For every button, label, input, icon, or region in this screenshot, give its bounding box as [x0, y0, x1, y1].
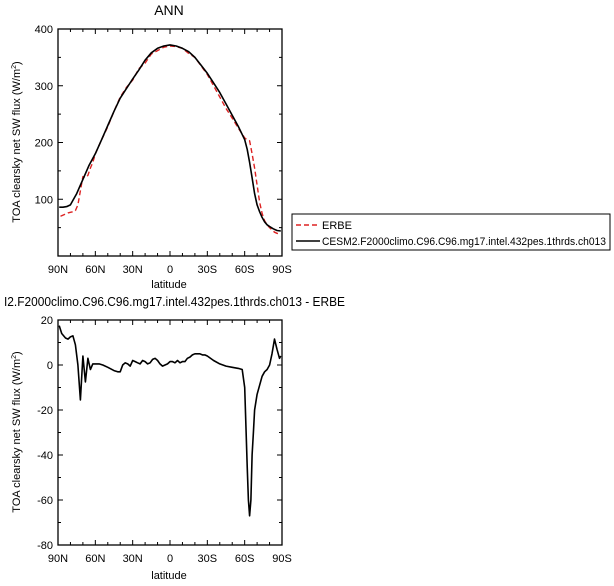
- bottom-xtick-label: 30S: [198, 553, 218, 565]
- bottom-y-axis-label-text: TOA clearsky net SW flux (W/m: [11, 359, 23, 513]
- bottom-ytick-label: -40: [37, 450, 53, 462]
- bottom-series-group: [58, 325, 282, 517]
- top-xtick-label: 30N: [123, 264, 143, 276]
- bottom-ytick-label: 0: [47, 360, 53, 372]
- bottom-xtick-label: 30N: [123, 553, 143, 565]
- top-x-axis-label: latitude: [151, 279, 186, 291]
- top-y-axis-label-text: TOA clearsky net SW flux (W/m: [11, 69, 23, 223]
- top-xtick-label: 90S: [272, 264, 292, 276]
- top-series-line-cesm2: [59, 44, 281, 232]
- top-ytick-label: 400: [35, 24, 53, 36]
- top-xtick-label: 60N: [85, 264, 105, 276]
- bottom-y-axis-label-close: ): [11, 351, 23, 355]
- bottom-ytick-label: -60: [37, 495, 53, 507]
- bottom-x-axis-label: latitude: [151, 570, 186, 582]
- legend-label-erbe: ERBE: [322, 220, 352, 232]
- top-tick-group: 100 200 300 400 90N 60N 30N 0 30S 60S 90S: [35, 24, 292, 276]
- bottom-ytick-label: -80: [37, 540, 53, 552]
- bottom-plot-frame: [57, 319, 283, 546]
- bottom-y-axis-label: TOA clearsky net SW flux (W/m2): [11, 351, 23, 512]
- top-y-axis-label-close: ): [11, 61, 23, 65]
- top-xtick-label: 30S: [198, 264, 218, 276]
- top-xtick-label: 60S: [235, 264, 255, 276]
- legend: ERBE CESM2.F2000climo.C96.C96.mg17.intel…: [291, 213, 611, 251]
- legend-box: [291, 213, 611, 251]
- top-plot-frame: [57, 28, 283, 257]
- top-xtick-label: 0: [167, 264, 173, 276]
- bottom-series-line-difference: [58, 325, 282, 517]
- bottom-ytick-label: 20: [41, 315, 53, 327]
- top-y-axis-label-sup: 2: [11, 65, 18, 69]
- top-series-line-erbe: [60, 45, 280, 235]
- bottom-ytick-label: -20: [37, 405, 53, 417]
- top-panel: ANN 100 200 300 400 90N 60N 30N 0 30S 60S 90S lati…: [11, 2, 292, 291]
- top-ytick-label: 100: [35, 194, 53, 206]
- bottom-xtick-label: 90S: [272, 553, 292, 565]
- bottom-chart-title: I2.F2000climo.C96.C96.mg17.intel.432pes.…: [4, 294, 345, 309]
- top-ytick-label: 300: [35, 81, 53, 93]
- bottom-tick-group: -80 -60 -40 -20 0 20 90N 60N 30N 0 30S 60S 90S: [37, 315, 292, 565]
- bottom-xtick-label: 90N: [48, 553, 68, 565]
- bottom-xtick-label: 60N: [85, 553, 105, 565]
- bottom-panel: I2.F2000climo.C96.C96.mg17.intel.432pes.…: [4, 294, 345, 582]
- bottom-y-axis-label-sup: 2: [11, 355, 18, 359]
- top-xtick-label: 90N: [48, 264, 68, 276]
- top-series-group: [59, 44, 281, 235]
- legend-label-cesm2: CESM2.F2000climo.C96.C96.mg17.intel.432p…: [322, 236, 606, 248]
- bottom-xtick-label: 0: [167, 553, 173, 565]
- top-ytick-label: 200: [35, 138, 53, 150]
- top-chart-title: ANN: [154, 2, 184, 18]
- bottom-xtick-label: 60S: [235, 553, 255, 565]
- top-y-axis-label: TOA clearsky net SW flux (W/m2): [11, 61, 23, 222]
